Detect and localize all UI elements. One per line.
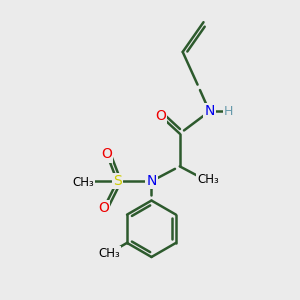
- Text: N: N: [146, 174, 157, 188]
- Text: H: H: [224, 105, 233, 118]
- Text: CH₃: CH₃: [197, 173, 219, 186]
- Text: O: O: [101, 148, 112, 161]
- Text: N: N: [204, 104, 214, 118]
- Text: CH₃: CH₃: [72, 176, 94, 189]
- Text: S: S: [113, 174, 122, 188]
- Text: O: O: [98, 201, 110, 215]
- Text: O: O: [155, 109, 166, 123]
- Text: CH₃: CH₃: [98, 247, 120, 260]
